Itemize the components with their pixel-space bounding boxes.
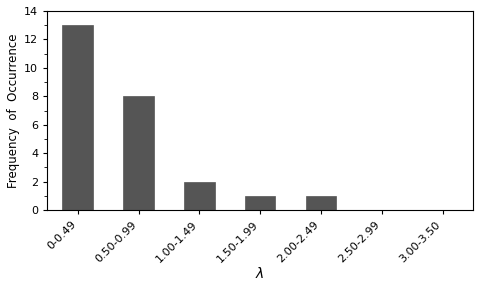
- Bar: [306, 196, 336, 210]
- X-axis label: λ: λ: [256, 267, 264, 281]
- Y-axis label: Frequency  of  Occurrence: Frequency of Occurrence: [7, 33, 20, 188]
- Bar: [184, 182, 215, 210]
- Bar: [123, 96, 154, 210]
- Bar: [62, 25, 93, 210]
- Bar: [245, 196, 276, 210]
